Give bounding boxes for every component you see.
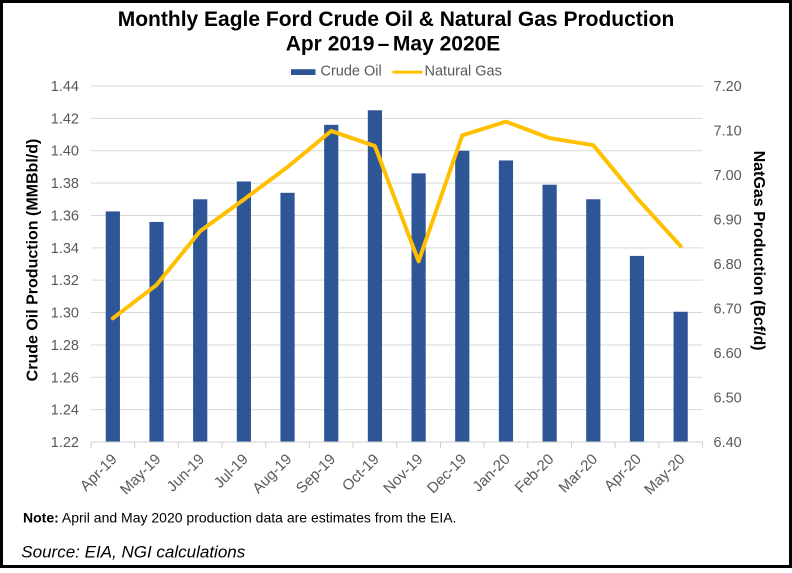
svg-text:6.50: 6.50 bbox=[714, 391, 742, 407]
svg-text:7.00: 7.00 bbox=[714, 168, 742, 184]
svg-text:7.10: 7.10 bbox=[714, 124, 742, 140]
svg-text:1.40: 1.40 bbox=[51, 144, 79, 160]
svg-text:Apr 2019–May 2020E: Apr 2019– May 2020E bbox=[286, 32, 501, 55]
svg-text:7.20: 7.20 bbox=[714, 79, 742, 95]
svg-text:6.90: 6.90 bbox=[714, 213, 742, 229]
svg-text:6.60: 6.60 bbox=[714, 346, 742, 362]
svg-text:1.42: 1.42 bbox=[51, 111, 79, 127]
svg-text:Crude Oil Production (MMBbl/d): Crude Oil Production (MMBbl/d) bbox=[24, 139, 41, 382]
svg-text:6.40: 6.40 bbox=[714, 435, 742, 451]
svg-text:1.24: 1.24 bbox=[51, 403, 79, 419]
svg-text:NatGas Production (Bcf/d): NatGas Production (Bcf/d) bbox=[750, 151, 767, 351]
svg-text:Crude Oil: Crude Oil bbox=[321, 63, 382, 79]
svg-text:1.44: 1.44 bbox=[51, 79, 79, 95]
svg-text:1.34: 1.34 bbox=[51, 241, 79, 257]
svg-text:1.28: 1.28 bbox=[51, 338, 79, 354]
svg-text:1.22: 1.22 bbox=[51, 435, 79, 451]
svg-text:6.70: 6.70 bbox=[714, 302, 742, 318]
svg-text:Monthly Eagle Ford Crude Oil &: Monthly Eagle Ford Crude Oil & Natural G… bbox=[118, 8, 675, 31]
svg-text:1.26: 1.26 bbox=[51, 370, 79, 386]
svg-text:6.80: 6.80 bbox=[714, 257, 742, 273]
svg-text:1.32: 1.32 bbox=[51, 273, 79, 289]
svg-text:1.30: 1.30 bbox=[51, 306, 79, 322]
svg-text:Source: EIA, NGI calculations: Source: EIA, NGI calculations bbox=[21, 543, 245, 562]
svg-text:1.36: 1.36 bbox=[51, 208, 79, 224]
svg-text:1.38: 1.38 bbox=[51, 176, 79, 192]
svg-text:Natural Gas: Natural Gas bbox=[425, 63, 502, 79]
svg-text:Note: April and May 2020 produ: Note: April and May 2020 production data… bbox=[23, 509, 456, 525]
